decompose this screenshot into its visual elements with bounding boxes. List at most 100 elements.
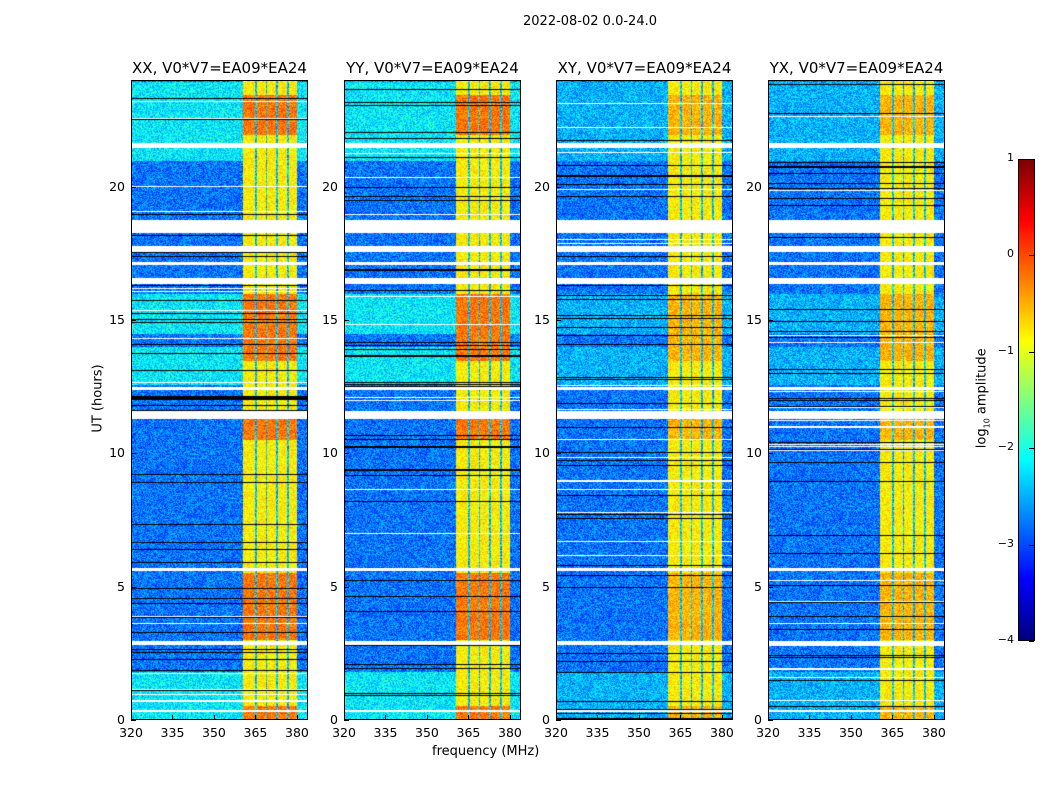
x-tick-label: 320	[119, 725, 143, 740]
y-tick-label: 20	[109, 178, 125, 194]
y-tick-mark	[768, 586, 773, 588]
x-tick-mark	[680, 715, 682, 720]
x-tick-mark	[721, 715, 723, 720]
y-tick-mark	[344, 186, 349, 188]
x-tick-mark	[509, 715, 511, 720]
y-tick-label: 20	[746, 178, 762, 194]
y-tick-mark	[131, 720, 136, 721]
colorbar-label: log10 amplitude	[974, 348, 992, 449]
x-tick-label: 335	[797, 725, 822, 740]
y-tick-mark	[131, 320, 136, 321]
x-tick-mark	[255, 715, 257, 720]
y-tick-label: 15	[109, 312, 125, 327]
x-tick-label: 365	[668, 725, 693, 740]
y-tick-mark	[131, 186, 136, 188]
y-tick-mark	[556, 453, 561, 455]
x-tick-mark	[344, 715, 345, 720]
x-tick-mark	[385, 715, 387, 720]
x-tick-mark	[809, 715, 811, 720]
x-tick-mark	[296, 715, 298, 720]
heatmap-image	[557, 81, 732, 719]
y-tick-label: 10	[109, 445, 125, 461]
colorbar-tick-label: −4	[997, 633, 1014, 646]
colorbar-tick-mark	[1029, 255, 1034, 257]
x-tick-label: 350	[839, 725, 863, 740]
colorbar-tick-label: −3	[997, 536, 1014, 550]
x-tick-label: 365	[880, 725, 905, 740]
y-tick-label: 10	[534, 445, 550, 461]
y-tick-label: 20	[322, 178, 338, 194]
y-tick-label: 15	[322, 312, 338, 327]
y-tick-mark	[344, 320, 349, 321]
colorbar-tick-label: 1	[1007, 151, 1014, 164]
y-tick-label: 10	[322, 445, 338, 461]
panel-title: YX, V0*V7=EA09*EA24	[769, 59, 944, 77]
colorbar-tick-label: −1	[997, 343, 1014, 357]
y-tick-mark	[344, 720, 349, 721]
y-tick-mark	[131, 586, 136, 588]
x-tick-label: 350	[202, 725, 226, 740]
colorbar-tick-label: 0	[1007, 247, 1014, 261]
colorbar-tick-mark	[1029, 448, 1034, 450]
y-tick-mark	[344, 453, 349, 455]
x-tick-label: 380	[710, 725, 734, 740]
panel-title: XX, V0*V7=EA09*EA24	[132, 59, 307, 77]
y-tick-label: 0	[117, 712, 125, 727]
colorbar-tick-mark	[1029, 159, 1034, 160]
colorbar-tick-mark	[1029, 544, 1034, 546]
colorbar	[1018, 159, 1035, 641]
x-tick-mark	[597, 715, 599, 720]
x-tick-label: 335	[585, 725, 610, 740]
x-tick-label: 335	[373, 725, 398, 740]
y-tick-label: 10	[746, 445, 762, 461]
colorbar-tick-mark	[1029, 641, 1034, 642]
y-tick-label: 15	[746, 312, 762, 327]
x-tick-label: 380	[922, 725, 946, 740]
y-tick-label: 5	[330, 578, 338, 594]
x-tick-mark	[468, 715, 470, 720]
x-tick-label: 320	[544, 725, 568, 740]
y-tick-mark	[556, 720, 561, 721]
y-tick-label: 0	[754, 712, 762, 727]
x-axis-label: frequency (MHz)	[432, 744, 540, 759]
x-tick-mark	[892, 715, 894, 720]
heatmap-panel	[556, 80, 733, 720]
y-tick-label: 5	[754, 578, 762, 594]
heatmap-panel	[344, 80, 521, 720]
x-tick-label: 380	[285, 725, 309, 740]
heatmap-panel	[131, 80, 308, 720]
y-tick-label: 15	[534, 312, 550, 327]
x-tick-label: 365	[456, 725, 481, 740]
x-tick-mark	[638, 715, 640, 720]
heatmap-image	[769, 81, 944, 719]
x-tick-mark	[768, 715, 769, 720]
y-tick-mark	[768, 720, 773, 721]
x-tick-mark	[933, 715, 935, 720]
y-tick-mark	[556, 186, 561, 188]
x-tick-label: 320	[332, 725, 356, 740]
y-tick-mark	[131, 453, 136, 455]
y-tick-mark	[768, 186, 773, 188]
x-tick-label: 350	[627, 725, 651, 740]
x-tick-mark	[556, 715, 557, 720]
x-tick-label: 320	[756, 725, 780, 740]
y-tick-label: 5	[117, 578, 125, 594]
colorbar-tick-label: −2	[997, 440, 1014, 454]
y-tick-mark	[344, 586, 349, 588]
colorbar-gradient	[1019, 160, 1034, 640]
y-tick-label: 0	[330, 712, 338, 727]
x-tick-label: 335	[160, 725, 185, 740]
y-tick-label: 0	[542, 712, 550, 727]
y-tick-mark	[768, 453, 773, 455]
y-tick-mark	[556, 320, 561, 321]
figure-title: 2022-08-02 0.0-24.0	[523, 14, 657, 29]
panel-title: YY, V0*V7=EA09*EA24	[346, 59, 519, 77]
x-tick-mark	[172, 715, 174, 720]
x-tick-mark	[213, 715, 215, 720]
y-tick-mark	[556, 586, 561, 588]
y-tick-label: 5	[542, 578, 550, 594]
x-tick-label: 380	[498, 725, 522, 740]
heatmap-image	[345, 81, 520, 719]
heatmap-panel	[768, 80, 945, 720]
